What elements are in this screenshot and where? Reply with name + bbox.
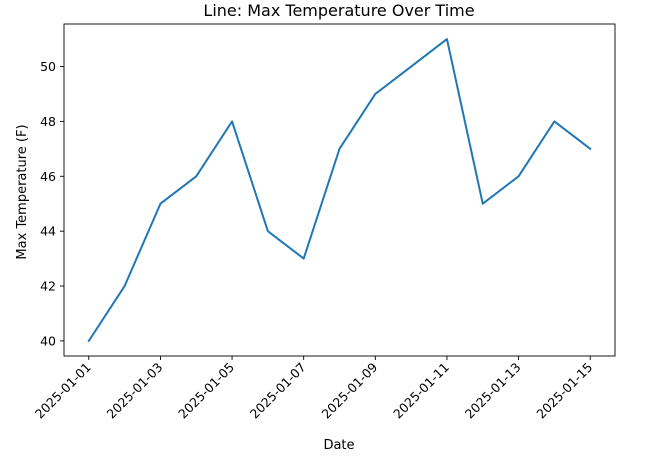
series-line-1: [87, 38, 592, 343]
x-axis-label: Date: [323, 438, 354, 453]
x-tick-label: 2025-01-05: [175, 360, 237, 422]
y-tick-label: 50: [40, 59, 56, 74]
y-axis-label: Max Temperature (F): [15, 124, 30, 259]
y-tick-label: 46: [40, 169, 56, 184]
y-tick-label: 40: [40, 333, 56, 348]
y-tick-label: 44: [40, 224, 56, 239]
x-axis-ticks: 2025-01-01 2025-01-03 2025-01-05 2025-01-07…: [32, 356, 595, 421]
y-tick-label: 42: [40, 279, 56, 294]
y-axis-ticks: 40 42 44 46 48 50: [40, 59, 64, 348]
x-tick-label: 2025-01-13: [462, 360, 524, 422]
x-tick-label: 2025-01-01: [32, 360, 94, 422]
x-tick-label: 2025-01-07: [247, 360, 309, 422]
chart-title: Line: Max Temperature Over Time: [203, 1, 474, 20]
plot-area: [63, 23, 616, 357]
y-tick-label: 48: [40, 114, 56, 129]
x-tick-label: 2025-01-11: [390, 360, 452, 422]
plot-frame: [63, 23, 616, 357]
x-tick-label: 2025-01-15: [533, 360, 595, 422]
x-tick-label: 2025-01-09: [318, 359, 380, 421]
x-tick-label: 2025-01-03: [104, 360, 166, 422]
